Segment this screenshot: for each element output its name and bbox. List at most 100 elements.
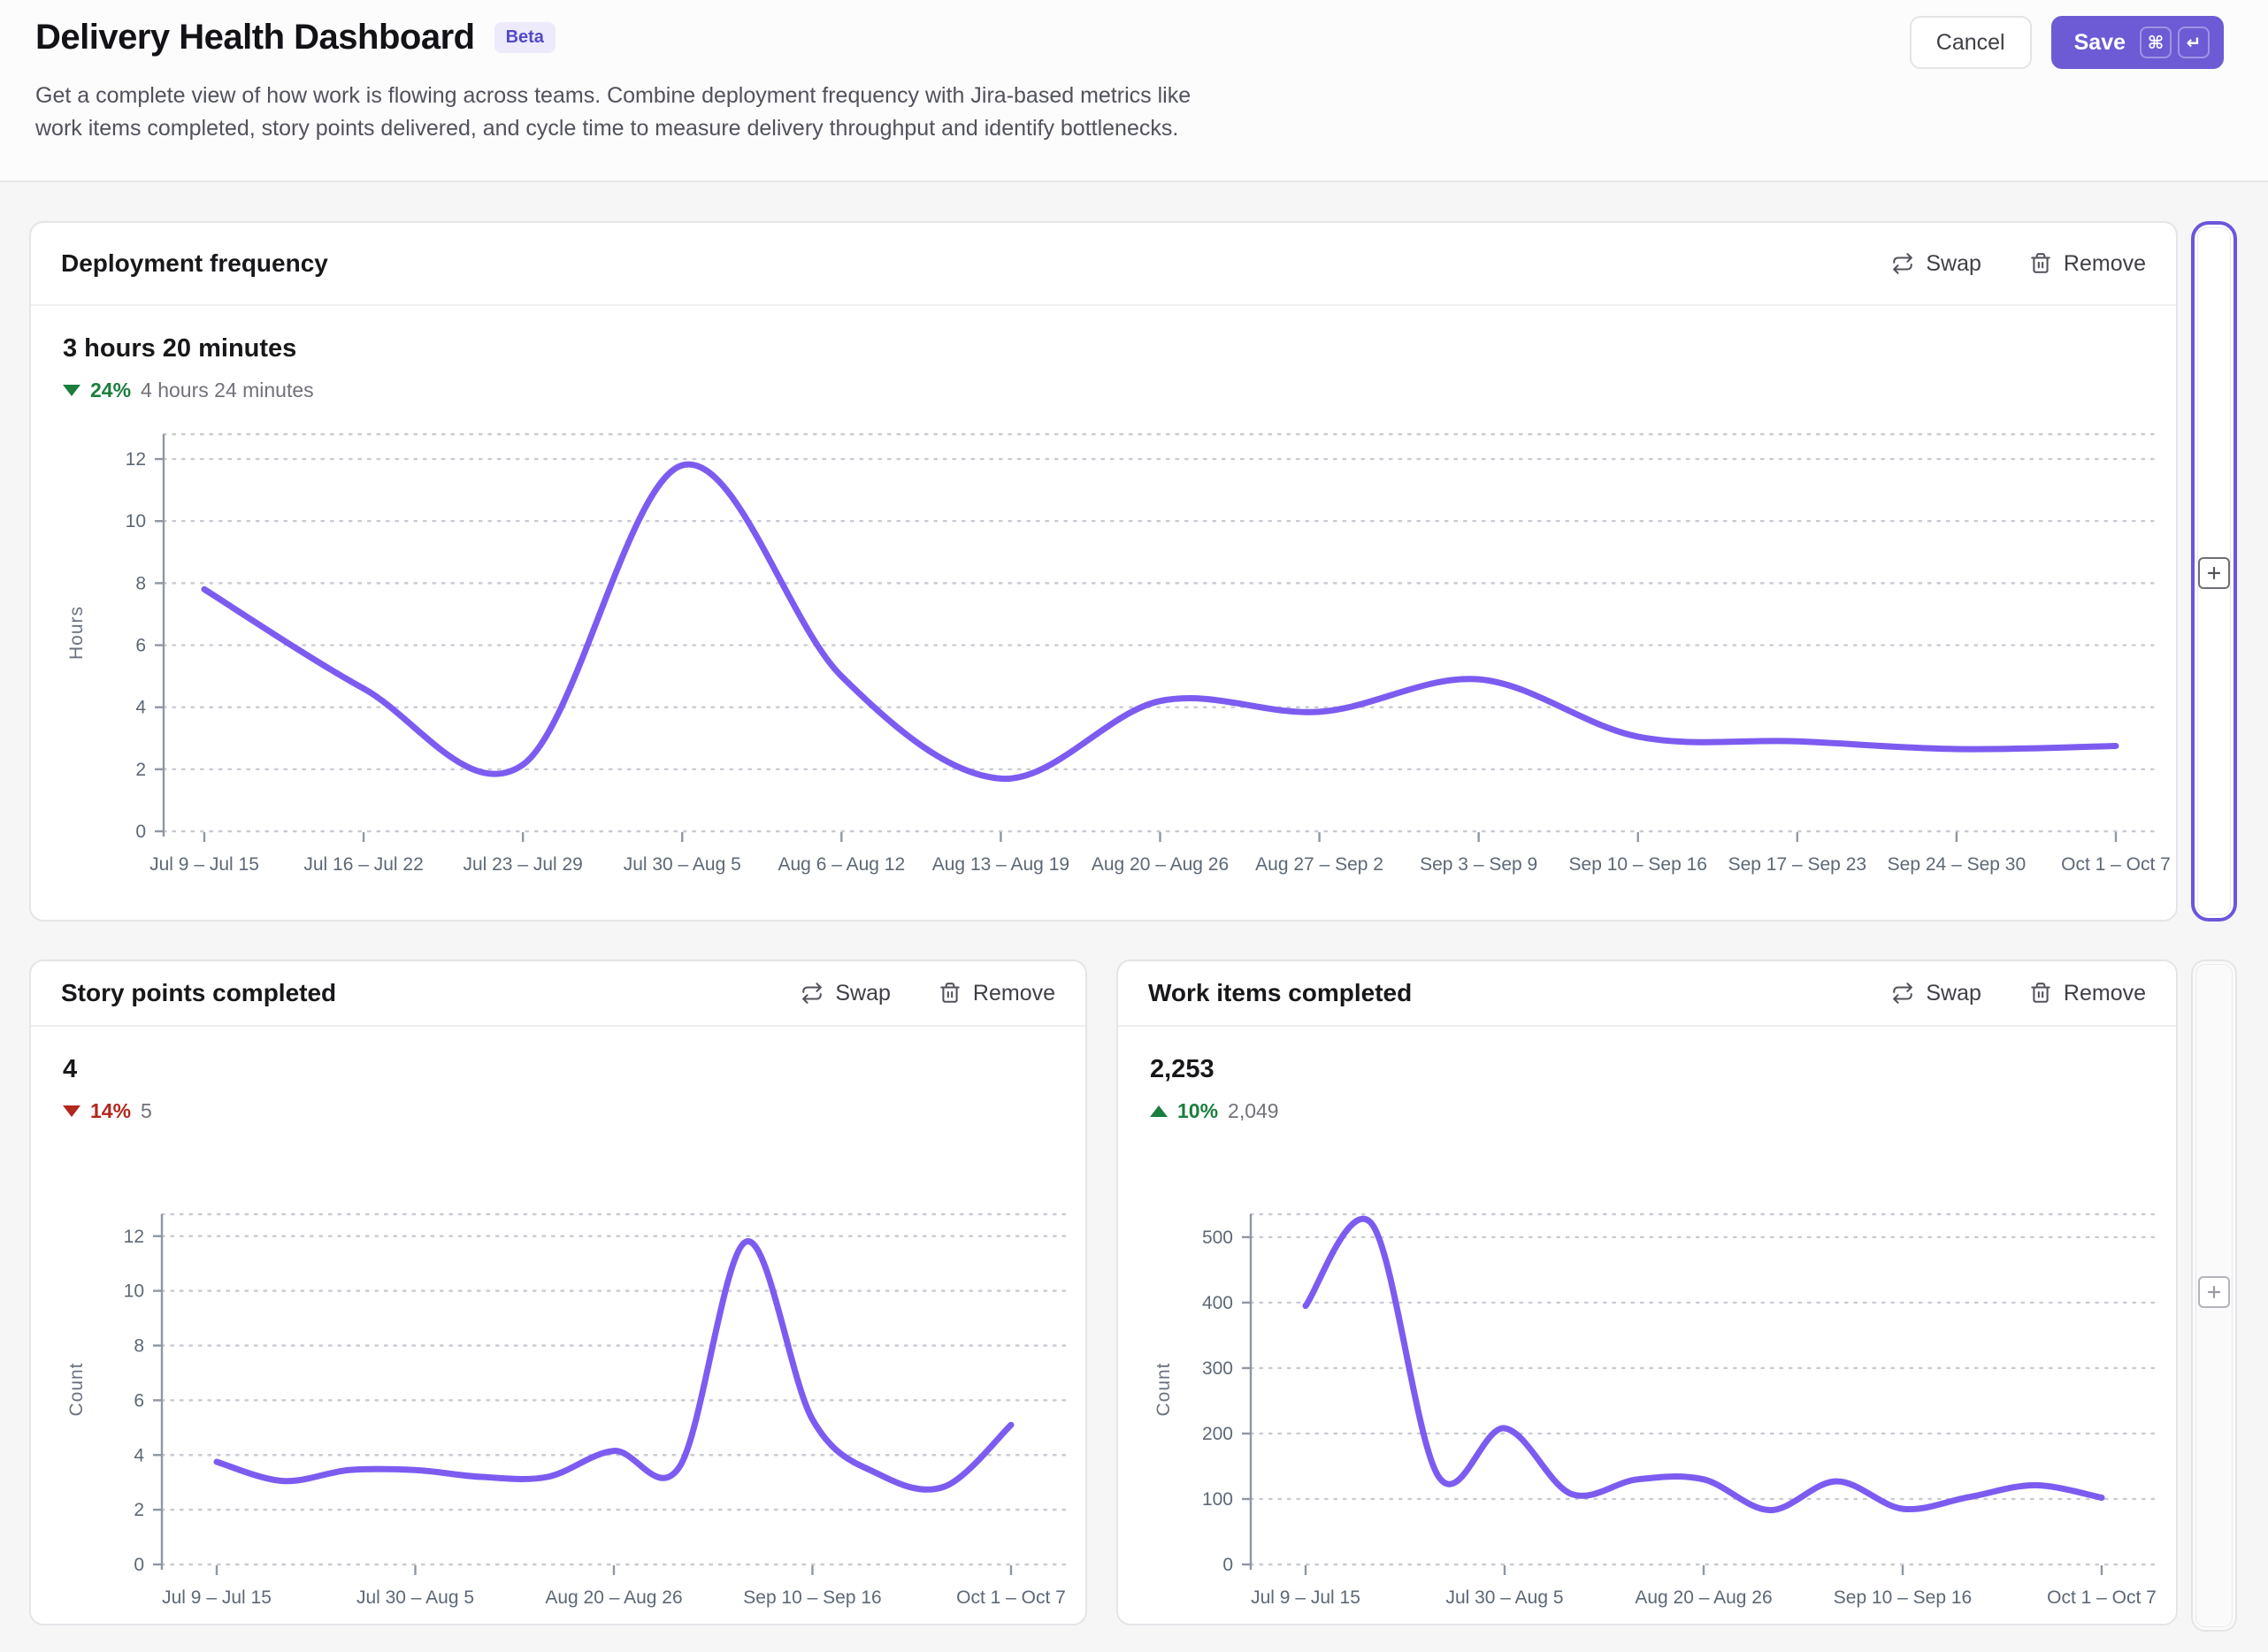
svg-text:Aug 6 – Aug 12: Aug 6 – Aug 12 <box>778 854 906 875</box>
svg-text:Aug 13 – Aug 19: Aug 13 – Aug 19 <box>932 854 1069 875</box>
beta-badge: Beta <box>494 22 556 53</box>
cancel-button[interactable]: Cancel <box>1910 16 2032 69</box>
return-key-icon: ↵ <box>2178 27 2210 58</box>
svg-text:8: 8 <box>135 573 146 593</box>
svg-text:Count: Count <box>66 1362 87 1416</box>
svg-text:10: 10 <box>124 1281 144 1302</box>
trend-arrow-icon <box>1150 1105 1168 1117</box>
svg-text:4: 4 <box>135 698 146 718</box>
svg-text:0: 0 <box>1222 1555 1233 1575</box>
svg-text:2: 2 <box>135 760 146 780</box>
stat-block: 4 14% 5 <box>31 1027 1085 1123</box>
stat-value: 4 <box>63 1055 1054 1084</box>
trash-icon <box>939 982 962 1005</box>
swap-label: Swap <box>1926 981 1981 1006</box>
card-title: Work items completed <box>1148 979 1412 1007</box>
card-header: Deployment frequency Swap Remove <box>31 223 2176 306</box>
svg-text:Jul 30 – Aug 5: Jul 30 – Aug 5 <box>356 1587 474 1608</box>
metric-card-work-items: Work items completed Swap Remove 2,253 1… <box>1116 960 2178 1625</box>
plus-icon <box>2206 565 2222 581</box>
page-title: Delivery Health Dashboard <box>35 18 475 57</box>
svg-text:Jul 9 – Jul 15: Jul 9 – Jul 15 <box>1251 1587 1360 1608</box>
svg-text:6: 6 <box>134 1390 144 1411</box>
swap-label: Swap <box>835 981 891 1006</box>
stat-delta: 24% 4 hours 24 minutes <box>63 379 2144 402</box>
stat-value: 2,253 <box>1150 1055 2144 1084</box>
card-actions: Swap Remove <box>1891 251 2146 277</box>
svg-text:0: 0 <box>135 822 146 842</box>
svg-text:4: 4 <box>134 1445 144 1465</box>
card-title: Deployment frequency <box>61 249 328 278</box>
card-header: Work items completed Swap Remove <box>1118 961 2176 1027</box>
remove-button[interactable]: Remove <box>2029 251 2146 277</box>
delta-baseline: 5 <box>141 1099 152 1123</box>
save-label: Save <box>2074 30 2126 56</box>
svg-text:100: 100 <box>1202 1489 1233 1510</box>
trend-arrow-icon <box>63 385 80 396</box>
card-header: Story points completed Swap Remove <box>31 961 1085 1027</box>
line-chart-story-points: 024681012Jul 9 – Jul 15Jul 30 – Aug 5Aug… <box>31 1202 1089 1635</box>
plus-icon <box>2206 1284 2222 1300</box>
command-key-icon: ⌘ <box>2140 27 2172 58</box>
save-button[interactable]: Save ⌘ ↵ <box>2051 16 2224 69</box>
add-chart-button[interactable] <box>2198 1276 2230 1308</box>
svg-text:300: 300 <box>1202 1358 1233 1379</box>
svg-text:Oct 1 – Oct 7: Oct 1 – Oct 7 <box>2061 854 2171 875</box>
svg-text:12: 12 <box>126 449 146 470</box>
svg-text:Oct 1 – Oct 7: Oct 1 – Oct 7 <box>2047 1587 2157 1608</box>
add-column-strip[interactable] <box>2191 960 2237 1632</box>
card-title: Story points completed <box>61 979 336 1007</box>
svg-text:400: 400 <box>1202 1293 1233 1313</box>
line-chart-deployment-frequency: 024681012Jul 9 – Jul 15Jul 16 – Jul 22Ju… <box>31 422 2180 904</box>
stat-delta: 10% 2,049 <box>1150 1099 2144 1123</box>
save-shortcut: ⌘ ↵ <box>2140 27 2210 58</box>
metric-card-story-points: Story points completed Swap Remove 4 14%… <box>29 960 1087 1625</box>
stat-block: 3 hours 20 minutes 24% 4 hours 24 minute… <box>31 306 2176 402</box>
remove-label: Remove <box>973 981 1055 1006</box>
line-chart-work-items: 0 100 200 300 400 500 Jul 9 – Jul 15 Jul 30 – A… <box>1118 1202 2180 1635</box>
svg-text:500: 500 <box>1202 1228 1233 1248</box>
page-header: Delivery Health Dashboard Beta Get a com… <box>0 0 2268 182</box>
svg-text:6: 6 <box>135 636 146 656</box>
header-actions: Cancel Save ⌘ ↵ <box>1910 16 2224 69</box>
swap-button[interactable]: Swap <box>1891 251 1981 277</box>
svg-text:200: 200 <box>1202 1424 1233 1444</box>
stat-value: 3 hours 20 minutes <box>63 334 2144 363</box>
delta-percent: 24% <box>90 379 131 402</box>
svg-text:Jul 30 – Aug 5: Jul 30 – Aug 5 <box>624 854 741 875</box>
svg-text:Sep 10 – Sep 16: Sep 10 – Sep 16 <box>1569 854 1707 875</box>
svg-text:Aug 20 – Aug 26: Aug 20 – Aug 26 <box>1635 1587 1772 1608</box>
description-line-1: Get a complete view of how work is flowi… <box>35 80 1191 112</box>
swap-icon <box>1891 252 1914 275</box>
stat-block: 2,253 10% 2,049 <box>1118 1027 2176 1123</box>
svg-text:Sep 24 – Sep 30: Sep 24 – Sep 30 <box>1888 854 2026 875</box>
svg-text:Jul 23 – Jul 29: Jul 23 – Jul 29 <box>463 854 582 875</box>
remove-button[interactable]: Remove <box>2029 981 2146 1006</box>
svg-text:Aug 20 – Aug 26: Aug 20 – Aug 26 <box>1092 854 1229 875</box>
svg-text:Sep 17 – Sep 23: Sep 17 – Sep 23 <box>1728 854 1866 875</box>
delta-percent: 10% <box>1177 1099 1218 1123</box>
add-chart-button[interactable] <box>2198 557 2230 589</box>
remove-label: Remove <box>2064 981 2146 1006</box>
add-column-strip-active[interactable] <box>2191 221 2237 922</box>
svg-text:10: 10 <box>126 511 146 532</box>
trend-arrow-icon <box>63 1105 80 1117</box>
delta-baseline: 4 hours 24 minutes <box>141 379 314 402</box>
svg-text:Jul 9 – Jul 15: Jul 9 – Jul 15 <box>162 1587 272 1608</box>
remove-button[interactable]: Remove <box>939 981 1055 1006</box>
svg-text:Jul 16 – Jul 22: Jul 16 – Jul 22 <box>303 854 423 875</box>
delta-percent: 14% <box>90 1099 131 1123</box>
svg-text:12: 12 <box>124 1227 144 1247</box>
description-line-2: work items completed, story points deliv… <box>35 112 1191 145</box>
title-row: Delivery Health Dashboard Beta <box>35 18 556 57</box>
trash-icon <box>2029 252 2052 275</box>
swap-icon <box>801 982 824 1005</box>
card-actions: Swap Remove <box>1891 981 2146 1006</box>
svg-text:Jul 30 – Aug 5: Jul 30 – Aug 5 <box>1445 1587 1563 1608</box>
swap-button[interactable]: Swap <box>1891 981 1981 1006</box>
remove-label: Remove <box>2064 251 2146 277</box>
svg-text:Sep 10 – Sep 16: Sep 10 – Sep 16 <box>1834 1587 1972 1608</box>
svg-text:Hours: Hours <box>66 606 87 660</box>
swap-button[interactable]: Swap <box>801 981 891 1006</box>
swap-icon <box>1891 982 1914 1005</box>
